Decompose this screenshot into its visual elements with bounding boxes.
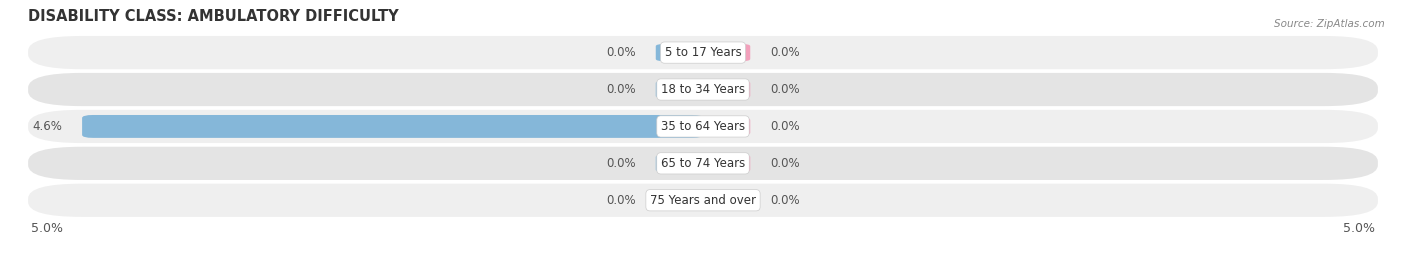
Text: 0.0%: 0.0% <box>770 157 800 170</box>
FancyBboxPatch shape <box>28 184 1378 217</box>
FancyBboxPatch shape <box>703 81 751 98</box>
FancyBboxPatch shape <box>655 192 703 209</box>
Text: 0.0%: 0.0% <box>606 83 636 96</box>
FancyBboxPatch shape <box>28 110 1378 143</box>
Text: 0.0%: 0.0% <box>770 120 800 133</box>
Text: 5 to 17 Years: 5 to 17 Years <box>665 46 741 59</box>
FancyBboxPatch shape <box>655 81 703 98</box>
Text: 5.0%: 5.0% <box>1343 222 1375 235</box>
Text: 0.0%: 0.0% <box>606 194 636 207</box>
FancyBboxPatch shape <box>703 118 751 135</box>
Text: 18 to 34 Years: 18 to 34 Years <box>661 83 745 96</box>
Text: 65 to 74 Years: 65 to 74 Years <box>661 157 745 170</box>
FancyBboxPatch shape <box>28 36 1378 69</box>
FancyBboxPatch shape <box>703 44 751 61</box>
Text: 75 Years and over: 75 Years and over <box>650 194 756 207</box>
Text: 0.0%: 0.0% <box>770 46 800 59</box>
FancyBboxPatch shape <box>703 155 751 172</box>
Text: 0.0%: 0.0% <box>606 157 636 170</box>
Text: 0.0%: 0.0% <box>606 46 636 59</box>
FancyBboxPatch shape <box>28 73 1378 106</box>
Text: DISABILITY CLASS: AMBULATORY DIFFICULTY: DISABILITY CLASS: AMBULATORY DIFFICULTY <box>28 9 399 24</box>
FancyBboxPatch shape <box>28 147 1378 180</box>
FancyBboxPatch shape <box>82 115 703 138</box>
Text: 4.6%: 4.6% <box>32 120 62 133</box>
Text: 0.0%: 0.0% <box>770 83 800 96</box>
FancyBboxPatch shape <box>655 155 703 172</box>
Text: 5.0%: 5.0% <box>31 222 63 235</box>
FancyBboxPatch shape <box>703 192 751 209</box>
Text: 35 to 64 Years: 35 to 64 Years <box>661 120 745 133</box>
Text: Source: ZipAtlas.com: Source: ZipAtlas.com <box>1274 19 1385 29</box>
Text: 0.0%: 0.0% <box>770 194 800 207</box>
FancyBboxPatch shape <box>655 44 703 61</box>
